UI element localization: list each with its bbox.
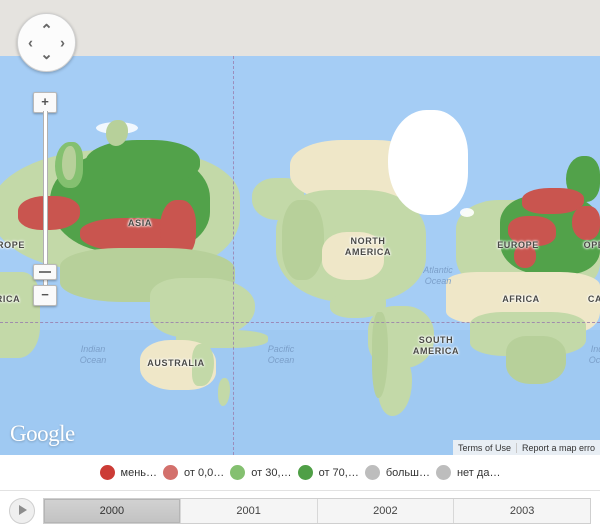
pan-right-icon[interactable]: › [60, 34, 65, 51]
overlay-russia-red-west [18, 196, 80, 230]
zoom-out-button[interactable]: − [33, 285, 57, 306]
legend-item[interactable]: от 30,… [230, 465, 292, 480]
landmass-southern-africa [506, 336, 566, 384]
timeline-control[interactable]: 2000 2001 2002 2003 [0, 490, 600, 530]
play-button[interactable] [9, 497, 35, 524]
legend-item[interactable]: от 70,… [297, 465, 359, 480]
legend-color-swatch [297, 465, 313, 480]
zoom-slider-track[interactable] [43, 111, 48, 286]
overlay-europe-red-north [522, 188, 584, 214]
report-error-link[interactable]: Report a map erro [515, 442, 600, 453]
pan-left-icon[interactable]: ‹ [28, 34, 33, 51]
legend-color-swatch [163, 465, 179, 480]
date-line [233, 56, 234, 455]
legend-item-label: мень… [120, 466, 158, 479]
legend-item[interactable]: мень… [99, 465, 158, 480]
map-canvas[interactable]: ASIA NORTH AMERICA SOUTH AMERICA EUROPE AFRICA… [0, 0, 600, 455]
legend-item[interactable]: нет да… [435, 465, 501, 480]
landmass-na-west [282, 200, 324, 280]
legend-item-label: от 30,… [251, 466, 292, 479]
legend-item-label: больш… [385, 466, 430, 479]
pan-down-icon[interactable]: ⌄ [40, 46, 53, 63]
pan-control[interactable]: ⌃ ⌄ ‹ › [17, 13, 76, 72]
legend-item-label: от 70,… [318, 466, 359, 479]
equator-line [0, 322, 600, 323]
pan-up-icon[interactable]: ⌃ [40, 22, 53, 39]
landmass-new-zealand [218, 378, 230, 406]
play-icon [19, 504, 27, 515]
zoom-in-button[interactable]: + [33, 92, 57, 113]
map-attribution: Terms of Use Report a map erro [452, 440, 600, 455]
legend-color-swatch [364, 465, 380, 480]
landmass-australia-east [192, 344, 214, 386]
overlay-europe-red-east [572, 206, 600, 240]
legend-color-swatch [99, 465, 115, 480]
year-tab-2002[interactable]: 2002 [318, 498, 455, 523]
legend-color-swatch [230, 465, 246, 480]
year-tab-2003[interactable]: 2003 [509, 504, 535, 517]
legend: мень… от 0,0… от 30,… от 70,… больш… нет да… [0, 455, 600, 490]
zoom-control[interactable]: + − [33, 92, 57, 306]
landmass-severnaya-zemlya [106, 120, 128, 146]
legend-item-label: нет да… [456, 466, 501, 479]
year-tab-2000[interactable]: 2000 [44, 498, 181, 523]
terms-of-use-link[interactable]: Terms of Use [457, 442, 511, 453]
year-tab-2001[interactable]: 2001 [181, 498, 318, 523]
zoom-slider-handle[interactable] [33, 264, 57, 280]
overlay-europe-red-south [514, 244, 536, 268]
year-track[interactable]: 2000 2001 2002 2003 [43, 497, 591, 524]
landmass-na-central-plains [322, 232, 384, 280]
overlay-europe-red-center [508, 216, 556, 246]
legend-color-swatch [435, 465, 451, 480]
landmass-novaya-zemlya [62, 146, 76, 180]
legend-item[interactable]: от 0,0… [163, 465, 224, 480]
landmass-iceland [460, 208, 474, 217]
legend-item-label: от 0,0… [184, 466, 225, 479]
legend-item[interactable]: больш… [364, 465, 430, 480]
overlay-siberia-north [85, 140, 200, 182]
landmass-southeast-asia [150, 278, 255, 338]
landmass-greenland [388, 110, 468, 215]
google-logo: Google [10, 421, 75, 446]
map-empty-tile-band [0, 0, 600, 57]
landmass-andes [372, 312, 388, 398]
